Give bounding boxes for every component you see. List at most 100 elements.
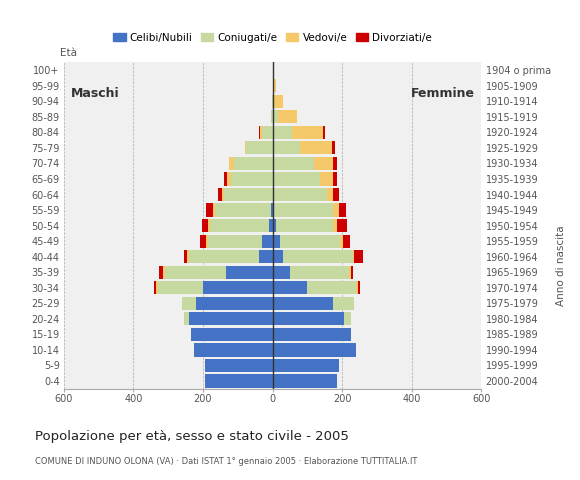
Bar [334, 157, 337, 170]
Bar [156, 281, 158, 294]
Bar [224, 172, 227, 186]
Bar [229, 157, 234, 170]
Bar [273, 265, 290, 279]
Bar [206, 235, 208, 248]
Bar [208, 235, 262, 248]
Bar [246, 141, 273, 155]
Bar [323, 126, 325, 139]
Y-axis label: Anno di nascita: Anno di nascita [556, 226, 566, 306]
Bar [334, 297, 354, 310]
Bar [189, 250, 259, 264]
Bar [224, 188, 273, 201]
Bar [292, 126, 323, 139]
Bar [344, 312, 351, 325]
Bar [269, 219, 273, 232]
Bar [273, 235, 280, 248]
Bar [276, 219, 334, 232]
Bar [206, 204, 213, 216]
Bar [231, 172, 273, 186]
Bar [191, 328, 273, 341]
Bar [273, 172, 320, 186]
Bar [273, 328, 351, 341]
Bar [259, 250, 273, 264]
Bar [273, 141, 300, 155]
Bar [327, 188, 333, 201]
Bar [272, 95, 273, 108]
Bar [196, 297, 273, 310]
Bar [273, 343, 356, 357]
Bar [273, 95, 274, 108]
Bar [343, 235, 350, 248]
Bar [200, 235, 206, 248]
Bar [208, 219, 210, 232]
Bar [273, 281, 307, 294]
Bar [278, 110, 297, 123]
Bar [334, 204, 339, 216]
Bar [300, 141, 332, 155]
Bar [274, 95, 283, 108]
Bar [187, 250, 189, 264]
Bar [234, 157, 273, 170]
Bar [184, 250, 187, 264]
Bar [337, 219, 347, 232]
Bar [273, 374, 337, 388]
Bar [158, 281, 203, 294]
Bar [351, 265, 353, 279]
Bar [215, 204, 271, 216]
Bar [314, 157, 333, 170]
Bar [182, 297, 196, 310]
Bar [165, 265, 226, 279]
Bar [262, 235, 273, 248]
Bar [245, 141, 246, 155]
Bar [283, 250, 353, 264]
Bar [332, 141, 335, 155]
Text: COMUNE DI INDUNO OLONA (VA) · Dati ISTAT 1° gennaio 2005 · Elaborazione TUTTITAL: COMUNE DI INDUNO OLONA (VA) · Dati ISTAT… [35, 457, 417, 466]
Bar [353, 250, 354, 264]
Bar [205, 359, 273, 372]
Bar [184, 312, 189, 325]
Bar [203, 281, 273, 294]
Bar [226, 265, 273, 279]
Bar [339, 204, 346, 216]
Bar [273, 79, 276, 92]
Bar [273, 219, 276, 232]
Bar [273, 297, 333, 310]
Text: Maschi: Maschi [71, 87, 119, 100]
Bar [227, 172, 231, 186]
Bar [273, 110, 278, 123]
Bar [273, 250, 283, 264]
Bar [349, 265, 351, 279]
Bar [273, 126, 292, 139]
Text: Età: Età [60, 48, 77, 58]
Bar [260, 126, 262, 139]
Bar [273, 188, 327, 201]
Bar [202, 219, 208, 232]
Legend: Celibi/Nubili, Coniugati/e, Vedovi/e, Divorziati/e: Celibi/Nubili, Coniugati/e, Vedovi/e, Di… [109, 28, 436, 47]
Bar [340, 235, 343, 248]
Bar [334, 219, 337, 232]
Bar [271, 110, 273, 123]
Text: Popolazione per età, sesso e stato civile - 2005: Popolazione per età, sesso e stato civil… [35, 430, 349, 443]
Bar [273, 157, 314, 170]
Bar [154, 281, 156, 294]
Bar [210, 219, 269, 232]
Bar [273, 204, 274, 216]
Bar [290, 265, 349, 279]
Bar [271, 204, 273, 216]
Bar [274, 204, 333, 216]
Bar [320, 172, 334, 186]
Bar [273, 359, 339, 372]
Bar [194, 343, 273, 357]
Bar [259, 126, 260, 139]
Bar [280, 235, 340, 248]
Bar [160, 265, 163, 279]
Bar [354, 250, 363, 264]
Bar [205, 374, 273, 388]
Bar [163, 265, 165, 279]
Text: Femmine: Femmine [411, 87, 474, 100]
Bar [222, 188, 224, 201]
Bar [356, 281, 358, 294]
Bar [213, 204, 215, 216]
Bar [218, 188, 222, 201]
Bar [358, 281, 360, 294]
